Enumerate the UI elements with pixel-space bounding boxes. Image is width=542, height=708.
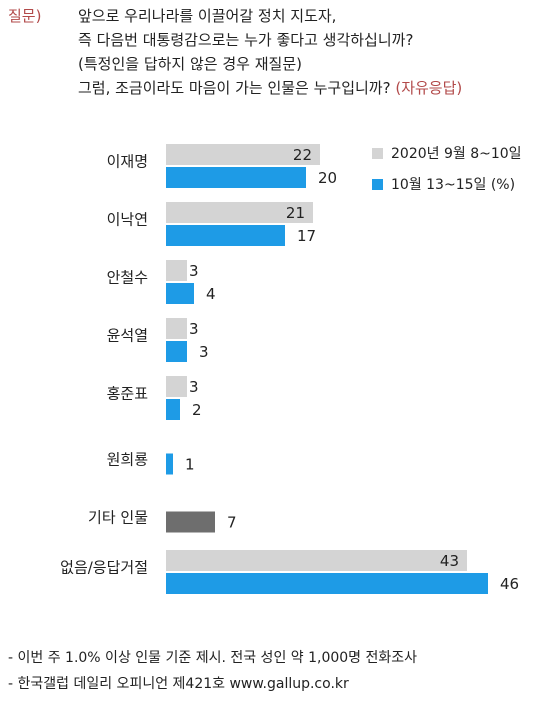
bar-current (166, 573, 488, 594)
bar-current (166, 453, 173, 475)
value-label-previous: 21 (286, 204, 305, 222)
bar-current (166, 167, 306, 188)
bar-previous (166, 376, 187, 397)
bar-current (166, 511, 215, 533)
category-label: 기타 인물 (88, 509, 148, 527)
question-line: 그럼, 조금이라도 마음이 가는 인물은 누구입니까? (78, 79, 391, 97)
category-label: 홍준표 (107, 385, 149, 403)
value-label-current: 46 (500, 575, 519, 593)
value-label-current: 17 (297, 227, 316, 245)
value-label-previous: 3 (189, 378, 199, 396)
legend-label: 2020년 9월 8~10일 (391, 146, 522, 162)
bar-previous (166, 550, 467, 571)
question-line: (특정인을 답하지 않은 경우 재질문) (78, 55, 302, 73)
bar-previous (166, 144, 320, 165)
question-line: 즉 다음번 대통령감으로는 누가 좋다고 생각하십니까? (78, 31, 414, 49)
category-label: 이낙연 (107, 211, 148, 229)
question-line: 앞으로 우리나라를 이끌어갈 정치 지도자, (78, 7, 337, 25)
bar-current (166, 225, 285, 246)
footer-note: - 한국갤럽 데일리 오피니언 제421호 www.gallup.co.kr (8, 676, 349, 692)
category-label: 이재명 (107, 153, 148, 171)
value-label-current: 3 (199, 343, 209, 361)
value-label-current: 7 (227, 514, 237, 532)
bar-current (166, 283, 194, 304)
bar-current (166, 399, 180, 420)
category-label: 윤석열 (107, 327, 148, 345)
category-label: 안철수 (107, 269, 148, 287)
bar-previous (166, 318, 187, 339)
value-label-current: 20 (318, 169, 337, 187)
legend-swatch (372, 148, 383, 159)
value-label-current: 1 (185, 456, 195, 474)
bar-previous (166, 260, 187, 281)
legend-swatch (372, 179, 383, 190)
category-label: 원희룡 (107, 451, 149, 469)
value-label-current: 2 (192, 401, 202, 419)
question-label: 질문) (8, 7, 42, 25)
category-label: 없음/응답거절 (60, 559, 148, 577)
footer-note: - 이번 주 1.0% 이상 인물 기준 제시. 전국 성인 약 1,000명 … (8, 650, 418, 666)
legend-label: 10월 13~15일 (%) (391, 177, 515, 193)
value-label-previous: 3 (189, 320, 199, 338)
question-lines: 앞으로 우리나라를 이끌어갈 정치 지도자, 즉 다음번 대통령감으로는 누가 … (78, 4, 542, 100)
footer-notes: - 이번 주 1.0% 이상 인물 기준 제시. 전국 성인 약 1,000명 … (8, 645, 417, 697)
bar-previous (166, 202, 313, 223)
bar-current (166, 341, 187, 362)
value-label-previous: 43 (440, 552, 459, 570)
value-label-previous: 22 (293, 146, 312, 164)
question-line-with-accent: 그럼, 조금이라도 마음이 가는 인물은 누구입니까? (자유응답) (78, 76, 542, 100)
value-label-current: 4 (206, 285, 216, 303)
value-label-previous: 3 (189, 262, 199, 280)
free-response-note: (자유응답) (395, 79, 463, 97)
